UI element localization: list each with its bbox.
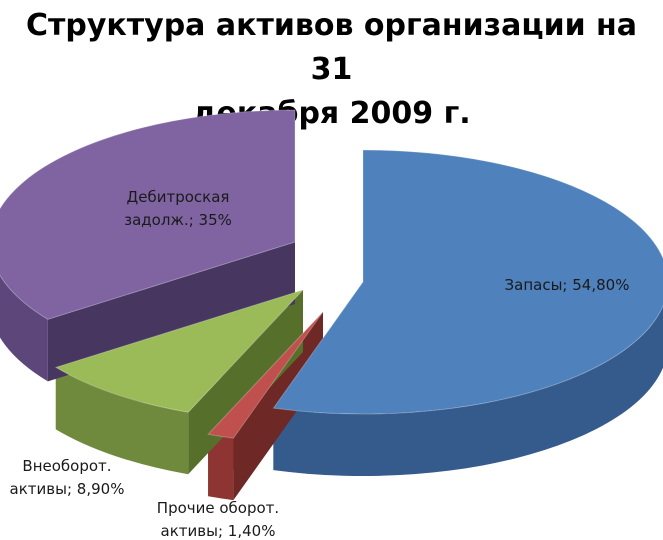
slice-side: [55, 367, 189, 475]
slice-label-line: задолж.; 35%: [124, 211, 232, 229]
pie-top-layer: [0, 109, 663, 439]
pie-label-layer: Запасы; 54,80% Прочие оборот. активы; 1,40…: [10, 188, 630, 540]
chart-title-line-1: Структура активов организации на 31: [25, 8, 638, 87]
slice-side: [0, 275, 48, 382]
slice-label-line: Запасы; 54,80%: [505, 276, 630, 294]
slice-label-line: активы; 8,90%: [10, 480, 125, 498]
slice-label-line: активы; 1,40%: [161, 522, 276, 540]
slice-side: [208, 434, 234, 501]
slice-side: [273, 305, 663, 476]
pie-slice: [207, 311, 324, 439]
slice-label: Внеоборот. активы; 8,90%: [10, 457, 125, 498]
slice-label-line: Дебитроская: [127, 188, 230, 206]
slice-label: Запасы; 54,80%: [505, 276, 630, 294]
pie-slice: [0, 109, 296, 320]
slice-label-line: Прочие оборот.: [157, 499, 279, 517]
pie-slice: [54, 288, 305, 413]
chart-title: Структура активов организации на 31 дека…: [0, 4, 663, 136]
slice-label: Дебитроская задолж.; 35%: [124, 188, 232, 229]
slice-label-line: Внеоборот.: [22, 457, 111, 475]
slice-label: Прочие оборот. активы; 1,40%: [157, 499, 279, 540]
slice-wall: [47, 242, 295, 382]
pie-slice: [272, 149, 663, 415]
